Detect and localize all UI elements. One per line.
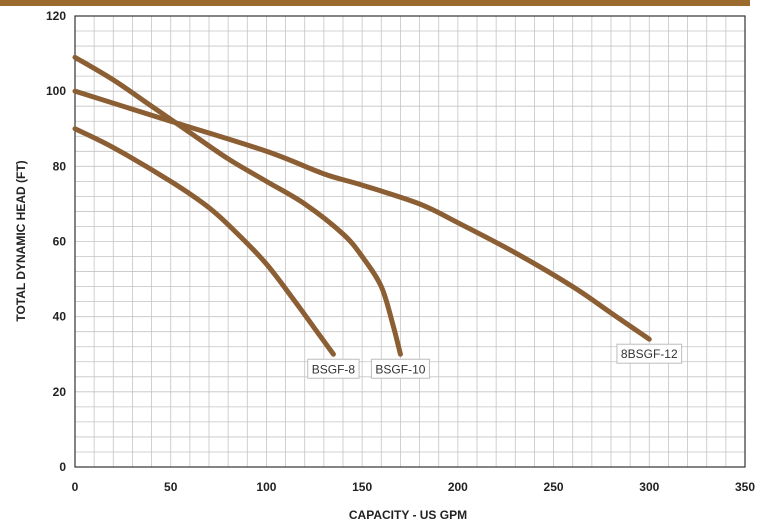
grid: [74, 15, 746, 468]
series-label-box: [616, 343, 683, 364]
x-tick-label: 100: [256, 480, 276, 494]
x-tick-label: 350: [735, 480, 755, 494]
y-tick-label: 60: [53, 235, 67, 249]
y-tick-label: 120: [46, 9, 66, 23]
series-label-text: BSGF-10: [375, 362, 425, 376]
x-tick-label: 0: [72, 480, 79, 494]
y-tick-label: 40: [53, 310, 67, 324]
y-axis-title: TOTAL DYNAMIC HEAD (FT): [14, 160, 28, 321]
x-tick-label: 200: [448, 480, 468, 494]
y-tick-label: 100: [46, 84, 66, 98]
y-tick-label: 0: [59, 460, 66, 474]
y-tick-label: 20: [53, 385, 67, 399]
series-line: [72, 126, 336, 357]
y-tick-label: 80: [53, 159, 67, 173]
x-tick-label: 300: [639, 480, 659, 494]
series-labels: BSGF-8 BSGF-10 8BSGF-12: [307, 343, 683, 379]
series-label-text: 8BSGF-12: [621, 347, 678, 361]
series-label-box: [370, 358, 430, 379]
series-label: BSGF-10: [370, 358, 430, 379]
series-label-text: BSGF-8: [312, 362, 356, 376]
series-label: BSGF-8: [307, 358, 360, 379]
series-line: [72, 54, 403, 357]
x-tick-labels: 0 50 100 150 200 250 300 350: [72, 480, 756, 494]
x-axis-title: CAPACITY - US GPM: [349, 508, 467, 522]
series-line: [72, 88, 652, 342]
x-tick-label: 250: [544, 480, 564, 494]
x-tick-label: 150: [352, 480, 372, 494]
x-tick-label: 50: [164, 480, 178, 494]
header-bar: [0, 0, 750, 6]
y-tick-labels: 0 20 40 60 80 100 120: [46, 9, 66, 474]
series-label-box: [307, 358, 360, 379]
series-label: 8BSGF-12: [616, 343, 683, 364]
plot-frame: [74, 15, 746, 468]
series-lines: [72, 54, 652, 357]
